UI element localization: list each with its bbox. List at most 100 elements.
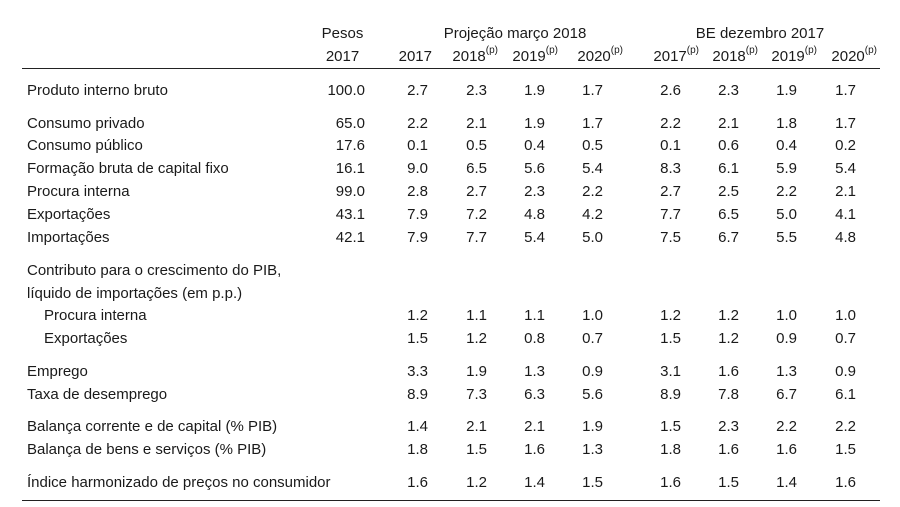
projection-cell: 1.2: [466, 474, 487, 491]
projection-cell: 1.1: [524, 307, 545, 324]
row-label: Consumo privado: [27, 115, 145, 132]
be-cell: 1.5: [835, 441, 856, 458]
be-cell: 6.5: [718, 206, 739, 223]
projection-cell: 2.3: [524, 183, 545, 200]
table-row: Importações 42.1 7.9 7.7 5.4 5.0 7.5 6.7 5.5 4.8: [0, 229, 900, 251]
table-row: Consumo público 17.6 0.1 0.5 0.4 0.5 0.1 0.6 0.4…: [0, 137, 900, 159]
table-row: Taxa de desemprego 8.9 7.3 6.3 5.6 8.9 7.8 6.7 6…: [0, 386, 900, 408]
row-label: Taxa de desemprego: [27, 386, 168, 403]
projection-cell: 1.8: [407, 441, 428, 458]
be-cell: 6.1: [835, 386, 856, 403]
projection-cell: 4.8: [524, 206, 545, 223]
row-label: Importações: [27, 229, 110, 246]
projection-cell: 1.9: [466, 363, 487, 380]
be-cell: 1.8: [776, 115, 797, 132]
projection-cell: 1.7: [582, 82, 603, 99]
projection-cell: 0.7: [582, 330, 603, 347]
be-cell: 5.0: [776, 206, 797, 223]
projection-cell: 2.2: [582, 183, 603, 200]
be-cell: 6.7: [776, 386, 797, 403]
table-row: Procura interna 99.0 2.8 2.7 2.3 2.2 2.7 2.5 2.2…: [0, 183, 900, 205]
be-cell: 2.3: [718, 418, 739, 435]
be-cell: 2.1: [718, 115, 739, 132]
pesos-year-header: 2017: [325, 48, 360, 65]
projection-cell: 7.3: [466, 386, 487, 403]
projection-year-2019: 2019(p): [512, 45, 558, 66]
bottom-rule: [22, 500, 880, 501]
row-label: Contributo para o crescimento do PIB,: [27, 262, 282, 279]
be-cell: 1.4: [776, 474, 797, 491]
pesos-cell: 16.1: [335, 160, 365, 177]
be-cell: 1.6: [718, 441, 739, 458]
projection-year-2017: 2017: [398, 48, 432, 65]
be-cell: 3.1: [660, 363, 681, 380]
be-cell: 1.2: [718, 307, 739, 324]
be-cell: 7.5: [660, 229, 681, 246]
be-cell: 2.6: [660, 82, 681, 99]
be-cell: 0.9: [835, 363, 856, 380]
row-label: líquido de importações (em p.p.): [27, 285, 243, 302]
projection-cell: 2.1: [466, 115, 487, 132]
be-cell: 5.9: [776, 160, 797, 177]
be-cell: 1.5: [660, 418, 681, 435]
be-cell: 1.6: [776, 441, 797, 458]
be-year-2019: 2019(p): [771, 45, 817, 66]
row-label: Consumo público: [27, 137, 143, 154]
be-cell: 0.2: [835, 137, 856, 154]
projection-cell: 1.2: [466, 330, 487, 347]
be-cell: 7.7: [660, 206, 681, 223]
be-year-2017: 2017(p): [653, 45, 699, 66]
projection-cell: 5.4: [524, 229, 545, 246]
projection-cell: 5.6: [524, 160, 545, 177]
row-label: Formação bruta de capital fixo: [27, 160, 229, 177]
projection-cell: 2.1: [524, 418, 545, 435]
be-cell: 1.5: [660, 330, 681, 347]
projection-cell: 1.4: [524, 474, 545, 491]
be-cell: 0.6: [718, 137, 739, 154]
table-row: Balança de bens e serviços (% PIB) 1.8 1.5…: [0, 441, 900, 463]
projection-cell: 5.4: [582, 160, 603, 177]
be-cell: 0.4: [776, 137, 797, 154]
projection-cell: 0.1: [407, 137, 428, 154]
table-row: Índice harmonizado de preços no consumid…: [0, 474, 900, 496]
be-cell: 2.3: [718, 82, 739, 99]
projection-cell: 0.9: [582, 363, 603, 380]
projection-cell: 1.5: [582, 474, 603, 491]
be-cell: 2.5: [718, 183, 739, 200]
projection-cell: 1.3: [524, 363, 545, 380]
projection-cell: 1.7: [582, 115, 603, 132]
table-row: Exportações 43.1 7.9 7.2 4.8 4.2 7.7 6.5 5.0 4.1: [0, 206, 900, 228]
projection-cell: 1.9: [524, 82, 545, 99]
projection-cell: 3.3: [407, 363, 428, 380]
be-cell: 1.2: [718, 330, 739, 347]
pesos-cell: 65.0: [335, 115, 365, 132]
projection-cell: 0.5: [466, 137, 487, 154]
projection-cell: 1.0: [582, 307, 603, 324]
projection-cell: 8.9: [407, 386, 428, 403]
projection-cell: 1.2: [407, 307, 428, 324]
projection-cell: 9.0: [407, 160, 428, 177]
be-cell: 1.8: [660, 441, 681, 458]
table-row: Emprego 3.3 1.9 1.3 0.9 3.1 1.6 1.3 0.9: [0, 363, 900, 385]
be-cell: 2.2: [776, 418, 797, 435]
be-cell: 5.4: [835, 160, 856, 177]
be-cell: 2.2: [835, 418, 856, 435]
row-label: Produto interno bruto: [27, 82, 168, 99]
projection-cell: 2.7: [407, 82, 428, 99]
row-label: Procura interna: [27, 183, 130, 200]
projection-cell: 6.3: [524, 386, 545, 403]
be-cell: 4.1: [835, 206, 856, 223]
projection-cell: 7.2: [466, 206, 487, 223]
projection-cell: 2.3: [466, 82, 487, 99]
be-group-header: BE dezembro 2017: [695, 25, 825, 42]
pesos-cell: 17.6: [335, 137, 365, 154]
be-cell: 2.1: [835, 183, 856, 200]
table-row: Balança corrente e de capital (% PIB) 1.4…: [0, 418, 900, 440]
projection-cell: 6.5: [466, 160, 487, 177]
projection-cell: 1.5: [407, 330, 428, 347]
table-row: Formação bruta de capital fixo 16.1 9.0 6.5…: [0, 160, 900, 182]
be-cell: 5.5: [776, 229, 797, 246]
row-label: Emprego: [27, 363, 88, 380]
row-label: Exportações: [27, 206, 111, 223]
table-row: Contributo para o crescimento do PIB,: [0, 262, 900, 284]
